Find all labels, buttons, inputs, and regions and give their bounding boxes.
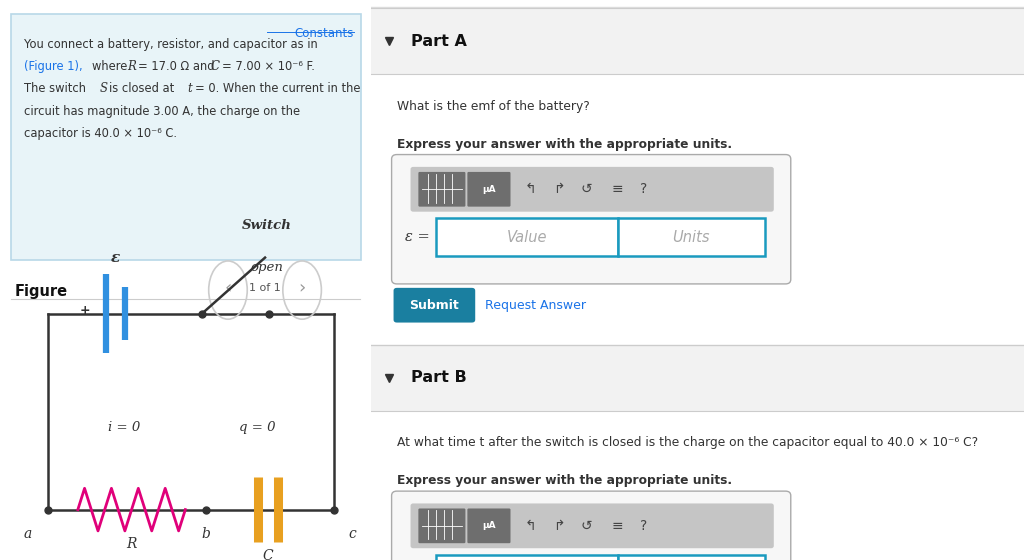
- Text: Express your answer with the appropriate units.: Express your answer with the appropriate…: [397, 474, 732, 487]
- Text: ↺: ↺: [581, 183, 592, 196]
- Text: Switch: Switch: [242, 220, 292, 232]
- Text: ?: ?: [640, 519, 647, 533]
- Text: where: where: [92, 60, 131, 73]
- Text: = 17.0 Ω and: = 17.0 Ω and: [138, 60, 218, 73]
- Text: is closed at: is closed at: [110, 82, 178, 95]
- Text: The switch: The switch: [25, 82, 90, 95]
- Text: Request Answer: Request Answer: [485, 298, 586, 312]
- Bar: [371, 8, 1024, 74]
- FancyBboxPatch shape: [391, 491, 791, 560]
- Text: Constants: Constants: [295, 27, 354, 40]
- Text: μA: μA: [482, 521, 496, 530]
- Text: At what time t after the switch is closed is the charge on the capacitor equal t: At what time t after the switch is close…: [397, 436, 978, 449]
- Text: ↺: ↺: [581, 519, 592, 533]
- FancyBboxPatch shape: [11, 14, 361, 260]
- Bar: [436, 218, 617, 256]
- Text: c: c: [348, 526, 356, 540]
- Text: Express your answer with the appropriate units.: Express your answer with the appropriate…: [397, 138, 732, 151]
- Text: ε: ε: [111, 251, 120, 264]
- Text: C: C: [262, 549, 273, 560]
- FancyBboxPatch shape: [419, 508, 466, 543]
- Text: Part B: Part B: [412, 371, 467, 385]
- Text: (Figure 1),: (Figure 1),: [25, 60, 83, 73]
- Text: = 7.00 × 10⁻⁶ F.: = 7.00 × 10⁻⁶ F.: [221, 60, 314, 73]
- Text: You connect a battery, resistor, and capacitor as in: You connect a battery, resistor, and cap…: [25, 38, 317, 50]
- FancyBboxPatch shape: [393, 288, 475, 323]
- Bar: [617, 555, 765, 560]
- Text: ↰: ↰: [525, 183, 537, 196]
- Text: ↰: ↰: [525, 519, 537, 533]
- Bar: [436, 555, 617, 560]
- Text: ≡: ≡: [611, 183, 624, 196]
- Text: open: open: [251, 262, 284, 274]
- Text: = 0. When the current in the: = 0. When the current in the: [195, 82, 360, 95]
- Text: b: b: [202, 526, 210, 540]
- Text: ?: ?: [640, 183, 647, 196]
- FancyBboxPatch shape: [411, 503, 774, 548]
- Text: Value: Value: [507, 230, 547, 245]
- Text: Figure: Figure: [14, 284, 68, 299]
- Text: R: R: [126, 536, 137, 550]
- Text: ↱: ↱: [553, 183, 564, 196]
- Text: C: C: [211, 60, 219, 73]
- Text: ‹: ‹: [224, 279, 231, 297]
- Text: a: a: [24, 526, 32, 540]
- FancyBboxPatch shape: [411, 167, 774, 212]
- Text: R: R: [127, 60, 135, 73]
- FancyBboxPatch shape: [467, 508, 511, 543]
- Text: circuit has magnitude 3.00 A, the charge on the: circuit has magnitude 3.00 A, the charge…: [25, 105, 300, 118]
- Bar: [617, 218, 765, 256]
- Text: ≡: ≡: [611, 519, 624, 533]
- Text: t: t: [187, 82, 191, 95]
- Text: +: +: [80, 304, 90, 318]
- Text: ↱: ↱: [553, 519, 564, 533]
- Text: i = 0: i = 0: [109, 421, 140, 434]
- FancyBboxPatch shape: [391, 155, 791, 284]
- Text: 1 of 1: 1 of 1: [249, 283, 281, 293]
- Text: q = 0: q = 0: [240, 421, 275, 434]
- Text: Part A: Part A: [412, 34, 467, 49]
- FancyBboxPatch shape: [467, 172, 511, 207]
- Text: μA: μA: [482, 185, 496, 194]
- Text: Units: Units: [672, 230, 710, 245]
- Text: ›: ›: [298, 279, 306, 297]
- Text: S: S: [99, 82, 108, 95]
- Text: What is the emf of the battery?: What is the emf of the battery?: [397, 100, 590, 113]
- Text: Submit: Submit: [410, 298, 459, 312]
- Text: ε =: ε =: [406, 231, 430, 244]
- Bar: [371, 345, 1024, 411]
- FancyBboxPatch shape: [419, 172, 466, 207]
- Text: capacitor is 40.0 × 10⁻⁶ C.: capacitor is 40.0 × 10⁻⁶ C.: [25, 127, 177, 140]
